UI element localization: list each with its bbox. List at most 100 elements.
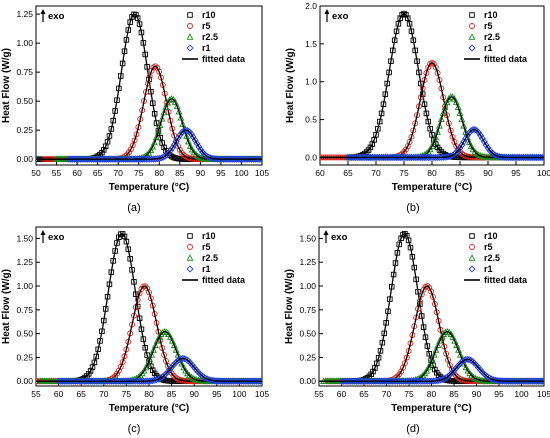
legend-label: fitted data <box>484 275 528 285</box>
x-tick-label: 90 <box>483 168 493 178</box>
data-point <box>147 295 154 302</box>
x-tick-label: 100 <box>232 389 246 399</box>
legend-marker <box>187 244 193 250</box>
x-tick-label: 85 <box>449 389 459 399</box>
data-point <box>256 377 262 385</box>
data-point <box>182 126 190 134</box>
y-tick-label: 0.50 <box>299 329 316 339</box>
data-point <box>173 102 181 110</box>
x-tick-label: 90 <box>189 389 199 399</box>
data-point <box>484 144 492 152</box>
x-tick-label: 60 <box>72 168 82 178</box>
y-tick-label: 0.50 <box>16 96 33 106</box>
data-point <box>540 153 544 161</box>
legend-marker <box>468 265 476 273</box>
data-point <box>172 346 180 353</box>
x-tick-label: 80 <box>427 389 437 399</box>
legend-label: r1 <box>484 264 493 274</box>
data-point <box>148 67 155 74</box>
y-tick-label: 1.5 <box>305 39 317 49</box>
data-point <box>193 140 201 148</box>
chart-panel-1: 50 55 60 65 70 75 80 85 90 95 100 105 Temperature (°… <box>1 5 269 214</box>
legend-label: r5 <box>484 242 493 252</box>
data-point <box>168 363 176 371</box>
data-point <box>439 109 447 116</box>
y-tick-label: 2.0 <box>305 1 317 11</box>
data-point <box>168 337 176 344</box>
x-axis: 55 60 65 70 75 80 85 90 95 100 105 <box>31 382 269 399</box>
legend-marker <box>187 12 193 18</box>
x-tick-label: 60 <box>337 389 347 399</box>
data-point <box>134 15 141 21</box>
data-point <box>171 98 179 105</box>
x-tick-label: 85 <box>455 168 465 178</box>
plot-area <box>319 230 544 385</box>
data-point <box>450 367 458 375</box>
series-r2.5 <box>36 327 262 384</box>
data-point <box>445 356 451 363</box>
data-point <box>171 359 179 367</box>
data-point <box>430 350 438 358</box>
series-r1 <box>319 355 544 385</box>
data-point <box>452 364 460 372</box>
x-tick-label: 70 <box>113 168 123 178</box>
data-point <box>430 138 438 146</box>
panel-label: (a) <box>127 202 140 214</box>
y-axis-title: Heat Flow (W/g) <box>285 48 296 123</box>
legend-marker <box>468 33 476 40</box>
series-r5 <box>36 63 262 163</box>
legend-label: r5 <box>202 21 211 31</box>
x-tick-label: 105 <box>537 389 550 399</box>
data-point <box>146 289 152 296</box>
legend-marker <box>469 233 475 239</box>
data-point <box>402 146 409 153</box>
data-point <box>418 291 425 298</box>
y-axis-title: Heat Flow (W/g) <box>1 48 12 123</box>
data-point <box>538 377 544 385</box>
plot-area <box>36 11 262 163</box>
data-point <box>462 134 470 142</box>
data-point <box>453 341 461 349</box>
panel-label: (b) <box>406 202 419 214</box>
legend-label: r1 <box>202 43 211 53</box>
series-r1 <box>36 354 262 385</box>
data-point <box>454 103 462 111</box>
legend-label: fitted data <box>202 54 246 64</box>
data-point <box>426 359 434 367</box>
y-tick-label: 0.50 <box>16 329 33 339</box>
exo-label: exo <box>332 11 349 22</box>
series-r1 <box>36 126 262 163</box>
data-point <box>147 377 155 385</box>
legend-marker <box>186 44 194 52</box>
x-tick-label: 55 <box>314 389 324 399</box>
exo-arrow-head <box>323 230 329 235</box>
y-tick-label: 1.0 <box>305 77 317 87</box>
data-point <box>428 142 436 150</box>
x-tick-label: 65 <box>76 389 86 399</box>
data-point <box>434 69 441 76</box>
x-tick-label: 90 <box>196 168 206 178</box>
data-point <box>465 355 473 364</box>
data-point <box>540 377 544 385</box>
data-point <box>117 363 124 370</box>
data-point <box>167 333 174 340</box>
legend-marker <box>186 254 194 261</box>
data-point <box>121 353 128 360</box>
data-point <box>419 371 427 379</box>
data-point <box>469 126 477 134</box>
data-point <box>454 146 462 154</box>
x-tick-label: 75 <box>399 168 409 178</box>
data-point <box>126 149 132 156</box>
data-point <box>451 337 459 344</box>
legend-marker <box>468 254 476 261</box>
data-point <box>195 143 203 151</box>
data-point <box>452 98 460 106</box>
data-point <box>434 128 442 135</box>
x-tick-label: 60 <box>54 389 64 399</box>
data-point <box>154 127 162 135</box>
x-tick-label: 95 <box>216 168 226 178</box>
fit-line <box>320 12 544 159</box>
chart-panel-3: 55 60 65 70 75 80 85 90 95 100 105 Temperature (°C)… <box>1 226 269 435</box>
